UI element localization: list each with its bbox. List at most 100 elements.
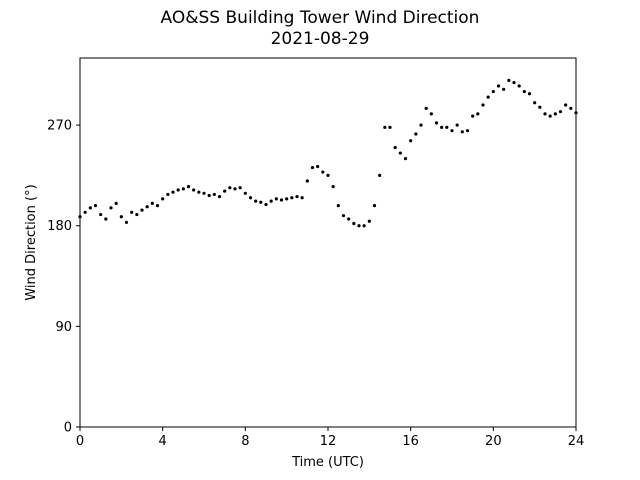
data-point bbox=[460, 130, 464, 134]
data-point bbox=[491, 89, 495, 94]
data-point bbox=[119, 215, 123, 219]
data-point bbox=[569, 106, 573, 110]
data-point bbox=[445, 125, 449, 129]
data-point bbox=[450, 129, 454, 133]
data-point bbox=[496, 84, 501, 88]
data-point bbox=[305, 179, 309, 183]
data-point bbox=[259, 200, 263, 204]
data-point bbox=[310, 165, 315, 170]
data-point bbox=[274, 197, 278, 201]
data-point bbox=[465, 129, 470, 133]
data-point bbox=[564, 103, 568, 107]
data-point bbox=[83, 210, 87, 214]
data-point bbox=[440, 125, 444, 129]
data-point bbox=[114, 201, 118, 205]
data-point bbox=[326, 173, 330, 178]
data-point bbox=[192, 188, 196, 192]
data-point bbox=[512, 81, 516, 85]
data-point bbox=[88, 206, 92, 210]
data-point bbox=[254, 199, 258, 203]
data-point bbox=[109, 206, 113, 210]
data-point bbox=[522, 89, 526, 94]
data-point bbox=[434, 121, 439, 125]
data-point bbox=[197, 190, 201, 194]
data-point bbox=[347, 217, 351, 221]
data-point bbox=[414, 132, 418, 136]
x-tick-label: 0 bbox=[76, 434, 84, 449]
data-point bbox=[367, 219, 371, 223]
data-point bbox=[316, 164, 320, 169]
data-point bbox=[357, 224, 361, 228]
data-point bbox=[481, 103, 485, 107]
data-point bbox=[419, 123, 423, 127]
data-point bbox=[352, 221, 356, 226]
data-point bbox=[228, 186, 232, 190]
data-point bbox=[93, 204, 98, 208]
data-point bbox=[171, 190, 175, 194]
data-point bbox=[527, 92, 532, 96]
data-point bbox=[424, 106, 428, 110]
data-point bbox=[331, 184, 335, 189]
data-point bbox=[517, 84, 521, 88]
data-point bbox=[124, 220, 129, 224]
plot-frame bbox=[79, 57, 577, 428]
data-point bbox=[341, 214, 346, 218]
data-point bbox=[238, 186, 242, 190]
data-point bbox=[538, 105, 542, 109]
data-point bbox=[362, 224, 366, 228]
data-point bbox=[553, 112, 557, 116]
data-point bbox=[207, 193, 211, 198]
data-point bbox=[476, 112, 480, 116]
x-axis-label: Time (UTC) bbox=[291, 455, 364, 470]
data-point bbox=[507, 78, 511, 82]
data-point bbox=[486, 95, 490, 99]
data-point bbox=[502, 87, 506, 91]
x-tick-label: 20 bbox=[485, 434, 502, 449]
data-point bbox=[393, 145, 397, 150]
data-point bbox=[372, 204, 377, 208]
x-tick-label: 16 bbox=[402, 434, 419, 449]
y-axis-label: Wind Direction (°) bbox=[24, 184, 39, 300]
data-point bbox=[403, 157, 408, 161]
data-point bbox=[295, 195, 299, 199]
data-point bbox=[140, 208, 144, 212]
data-point bbox=[548, 114, 552, 118]
data-point bbox=[104, 217, 108, 221]
data-point bbox=[285, 197, 289, 201]
data-points bbox=[78, 78, 578, 228]
data-point bbox=[378, 173, 382, 178]
x-tick-label: 4 bbox=[159, 434, 167, 449]
data-point bbox=[202, 191, 206, 195]
data-point bbox=[290, 196, 294, 200]
data-point bbox=[99, 212, 103, 217]
data-point bbox=[243, 191, 247, 195]
data-point bbox=[321, 170, 325, 174]
x-axis: 0 4 8 12 16 20 24 bbox=[76, 427, 584, 449]
data-point bbox=[269, 199, 273, 203]
y-tick-label: 90 bbox=[55, 320, 72, 335]
y-tick-label: 180 bbox=[47, 219, 72, 234]
data-point bbox=[186, 184, 191, 189]
x-tick-label: 12 bbox=[320, 434, 337, 449]
data-point bbox=[429, 112, 433, 116]
data-point bbox=[558, 110, 563, 114]
y-axis: 0 90 180 270 bbox=[47, 119, 80, 436]
data-point bbox=[533, 101, 537, 105]
data-point bbox=[155, 204, 160, 208]
data-point bbox=[223, 189, 227, 193]
x-tick-label: 24 bbox=[568, 434, 585, 449]
y-tick-label: 270 bbox=[47, 119, 72, 134]
data-point bbox=[383, 125, 387, 129]
data-point bbox=[217, 195, 222, 199]
chart-subtitle: 2021-08-29 bbox=[270, 29, 370, 49]
data-point bbox=[543, 112, 547, 116]
data-point bbox=[409, 139, 413, 143]
data-point bbox=[233, 187, 237, 191]
data-point bbox=[130, 210, 134, 214]
data-point bbox=[398, 151, 402, 155]
data-point bbox=[300, 196, 304, 200]
data-point bbox=[248, 196, 253, 200]
data-point bbox=[336, 204, 340, 208]
data-point bbox=[388, 125, 392, 129]
